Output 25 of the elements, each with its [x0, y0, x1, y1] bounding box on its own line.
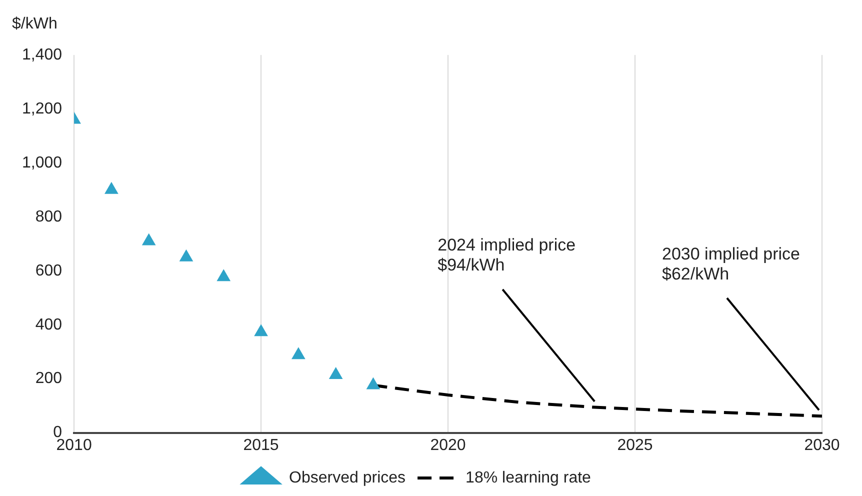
point	[104, 182, 118, 194]
point	[179, 249, 194, 262]
x-tick-label: 2020	[430, 436, 466, 454]
point	[366, 377, 380, 390]
x-tick-label: 2010	[56, 436, 92, 454]
point	[216, 269, 231, 282]
annotation: 2024 implied price $94/kWh	[438, 236, 576, 275]
y-tick-label: 600	[35, 262, 62, 280]
y-tick-label: 400	[35, 316, 62, 334]
x-tick-label: 2025	[617, 436, 653, 454]
x-tick-label: 2030	[804, 436, 840, 454]
y-axis-title: $/kWh	[12, 15, 58, 32]
point	[328, 367, 343, 380]
point	[142, 233, 156, 246]
point	[254, 324, 268, 336]
x-tick-label: 2015	[243, 436, 279, 454]
point	[292, 347, 306, 360]
legend-label: 18% learning rate	[466, 469, 592, 486]
legend-label: Observed prices	[289, 469, 406, 486]
annotation: 2030 implied price $62/kWh	[662, 244, 800, 284]
y-tick-label: 1,000	[22, 154, 62, 172]
y-tick-label: 800	[35, 208, 62, 226]
y-tick-label: 1,200	[22, 100, 62, 118]
y-tick-label: 1,400	[22, 46, 62, 64]
y-tick-label: 200	[35, 370, 62, 388]
